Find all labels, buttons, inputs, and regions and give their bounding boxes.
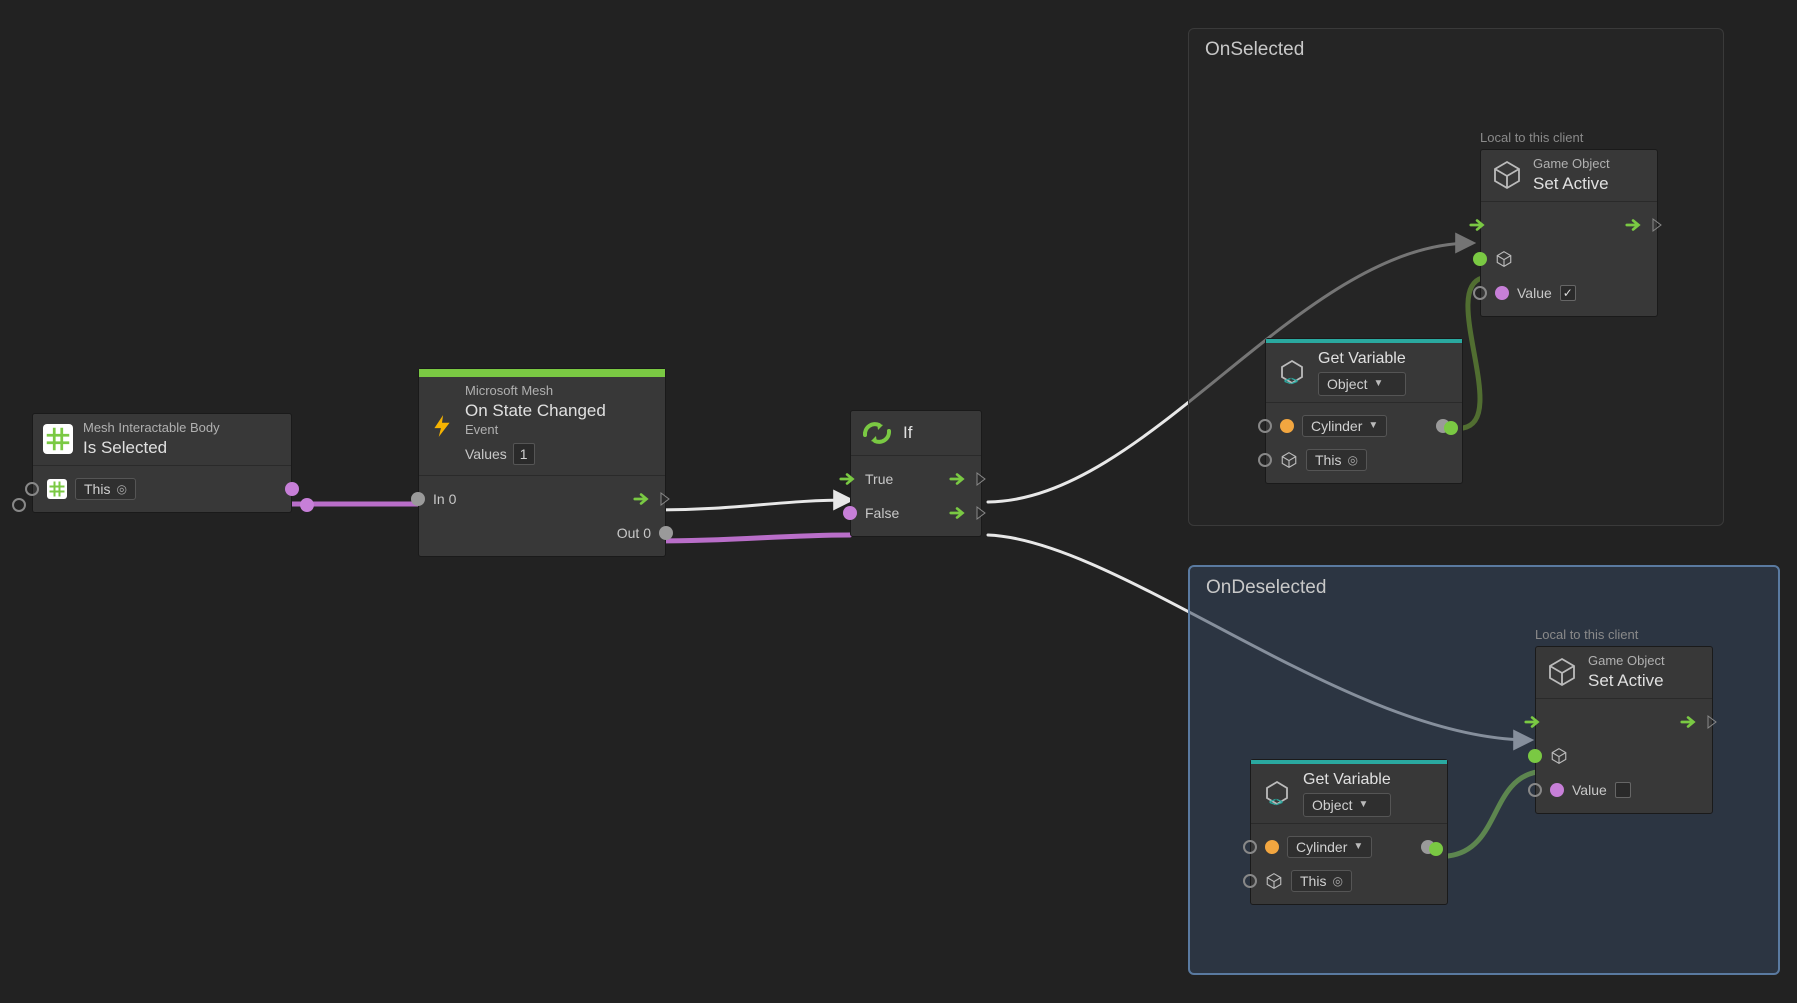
flow-out-arrow[interactable] — [633, 492, 651, 506]
chevron-down-icon: ▼ — [1368, 420, 1378, 431]
target-icon: ◎ — [1332, 874, 1342, 888]
value-out-port[interactable] — [1429, 842, 1443, 856]
value-label: Value — [1517, 285, 1552, 301]
cube-icon — [1491, 159, 1523, 191]
value-checkbox[interactable]: ✓ — [1560, 285, 1576, 301]
output-port[interactable] — [285, 482, 299, 496]
flow-in-arrow[interactable] — [1524, 715, 1542, 729]
node-if[interactable]: If True False — [850, 410, 982, 537]
node-set-active-2[interactable]: Game Object Set Active — [1535, 646, 1713, 814]
variable-dropdown[interactable]: Cylinder ▼ — [1287, 836, 1372, 858]
branch-icon — [861, 417, 893, 449]
flow-tri[interactable] — [975, 506, 987, 520]
value-out-port[interactable] — [1444, 421, 1458, 435]
local-hint: Local to this client — [1480, 130, 1658, 145]
condition-port[interactable] — [843, 506, 857, 520]
local-hint: Local to this client — [1535, 627, 1713, 642]
flow-out-arrow[interactable] — [1625, 218, 1643, 232]
object-var-icon: <> — [1261, 777, 1293, 809]
target-icon: ◎ — [116, 482, 126, 496]
values-count[interactable]: 1 — [513, 443, 535, 465]
type-dot — [1280, 419, 1294, 433]
value-type-dot — [1495, 286, 1509, 300]
node-set-active-1[interactable]: Game Object Set Active — [1480, 149, 1658, 317]
node-title: Get Variable — [1303, 770, 1391, 791]
cube-icon — [1550, 747, 1568, 765]
flow-out-tri[interactable] — [659, 492, 671, 506]
true-label: True — [865, 471, 893, 487]
flow-in-arrow[interactable] — [1469, 218, 1487, 232]
value-label: Value — [1572, 782, 1607, 798]
node-title: On State Changed — [465, 400, 606, 422]
node-subtitle: Game Object — [1588, 653, 1665, 670]
wire-end-dot — [300, 498, 314, 512]
node-subtitle: Game Object — [1533, 156, 1610, 173]
node-get-variable-1[interactable]: <> Get Variable Object ▼ Cylinder ▼ — [1265, 338, 1463, 484]
input-port[interactable] — [1258, 419, 1272, 433]
cube-icon — [1280, 451, 1298, 469]
node-title: Set Active — [1533, 173, 1610, 195]
node-is-selected[interactable]: Mesh Interactable Body Is Selected This … — [32, 413, 292, 513]
port-label: In 0 — [433, 491, 456, 507]
port-label: Out 0 — [617, 525, 651, 541]
input-port[interactable] — [1243, 840, 1257, 854]
flow-out-arrow[interactable] — [1680, 715, 1698, 729]
flow-tri[interactable] — [975, 472, 987, 486]
flow-out-true[interactable] — [949, 472, 967, 486]
values-label: Values — [465, 445, 507, 463]
cube-icon — [1495, 250, 1513, 268]
object-var-icon: <> — [1276, 356, 1308, 388]
input-port[interactable] — [1258, 453, 1272, 467]
flow-in-arrow[interactable] — [839, 472, 857, 486]
flow-out-false[interactable] — [949, 506, 967, 520]
false-label: False — [865, 505, 899, 521]
node-get-variable-2[interactable]: <> Get Variable Object ▼ Cylinder ▼ — [1250, 759, 1448, 905]
chevron-down-icon: ▼ — [1353, 841, 1363, 852]
chevron-down-icon: ▼ — [1358, 798, 1368, 811]
value-checkbox[interactable] — [1615, 782, 1631, 798]
node-meta: Event — [465, 422, 606, 439]
variable-dropdown[interactable]: Cylinder ▼ — [1302, 415, 1387, 437]
flow-tri[interactable] — [1706, 715, 1718, 729]
svg-text:<>: <> — [1269, 795, 1283, 809]
target-port[interactable] — [1528, 749, 1542, 763]
node-title: Set Active — [1588, 670, 1665, 692]
value-type-dot — [1550, 783, 1564, 797]
type-dot — [1265, 840, 1279, 854]
hash-icon — [47, 479, 67, 499]
node-title: Get Variable — [1318, 349, 1406, 370]
chevron-down-icon: ▼ — [1373, 377, 1383, 390]
node-subtitle: Mesh Interactable Body — [83, 420, 220, 437]
external-port[interactable] — [12, 498, 26, 512]
scope-dropdown[interactable]: Object ▼ — [1303, 793, 1391, 817]
group-title: OnDeselected — [1206, 577, 1326, 599]
node-title: Is Selected — [83, 437, 220, 459]
target-dropdown[interactable]: This ◎ — [1291, 870, 1352, 892]
group-title: OnSelected — [1205, 39, 1304, 61]
scope-dropdown[interactable]: This ◎ — [75, 478, 136, 500]
input-port[interactable] — [25, 482, 39, 496]
cube-icon — [1265, 872, 1283, 890]
target-dropdown[interactable]: This ◎ — [1306, 449, 1367, 471]
input-port-in0[interactable] — [411, 492, 425, 506]
scope-dropdown[interactable]: Object ▼ — [1318, 372, 1406, 396]
node-title: If — [903, 423, 912, 443]
value-port[interactable] — [1528, 783, 1542, 797]
input-port[interactable] — [1243, 874, 1257, 888]
svg-text:<>: <> — [1284, 374, 1298, 388]
node-subtitle: Microsoft Mesh — [465, 383, 606, 400]
value-port[interactable] — [1473, 286, 1487, 300]
flow-tri[interactable] — [1651, 218, 1663, 232]
hash-icon — [43, 424, 73, 454]
target-icon: ◎ — [1347, 453, 1357, 467]
bolt-icon — [429, 413, 455, 439]
output-port-out0[interactable] — [659, 526, 673, 540]
target-port[interactable] — [1473, 252, 1487, 266]
node-on-state-changed[interactable]: Microsoft Mesh On State Changed Event Va… — [418, 368, 666, 557]
cube-icon — [1546, 656, 1578, 688]
